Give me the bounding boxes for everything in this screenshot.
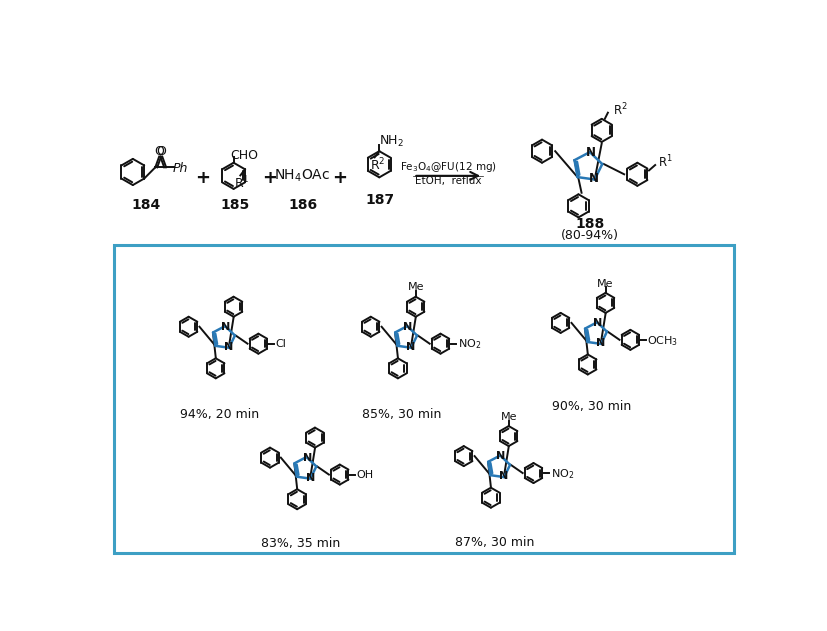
Text: Cl: Cl [275, 339, 286, 350]
Text: 188: 188 [576, 217, 605, 232]
Text: N: N [404, 322, 413, 332]
Text: NH$_2$: NH$_2$ [380, 134, 404, 150]
Text: N: N [406, 342, 416, 352]
Text: R$^2$: R$^2$ [370, 156, 385, 174]
Text: Me: Me [500, 412, 517, 422]
Text: EtOH,  reflux: EtOH, reflux [415, 176, 481, 186]
Text: Me: Me [597, 279, 614, 288]
Text: 94%, 20 min: 94%, 20 min [180, 408, 259, 421]
Text: R$^2$: R$^2$ [613, 102, 627, 118]
Text: NO$_2$: NO$_2$ [457, 338, 480, 351]
Text: 90%, 30 min: 90%, 30 min [552, 400, 631, 413]
Text: N: N [496, 451, 505, 461]
Text: R$^1$: R$^1$ [234, 175, 250, 191]
Text: NO$_2$: NO$_2$ [551, 467, 574, 481]
Text: Me: Me [408, 283, 424, 293]
Text: OH: OH [356, 470, 374, 480]
Text: +: + [195, 169, 210, 187]
Text: +: + [332, 169, 347, 187]
Text: N: N [589, 172, 599, 186]
Text: O: O [155, 146, 165, 158]
Text: N: N [500, 471, 509, 481]
Text: OCH$_3$: OCH$_3$ [648, 334, 679, 348]
Text: 185: 185 [221, 198, 250, 212]
Text: (80-94%): (80-94%) [561, 228, 619, 242]
Text: Fe$_3$O$_4$@FU(12 mg): Fe$_3$O$_4$@FU(12 mg) [399, 160, 497, 174]
Text: NH$_4$OAc: NH$_4$OAc [275, 168, 331, 184]
Bar [114, 245, 734, 553]
FancyArrowPatch shape [416, 172, 478, 180]
Text: 187: 187 [366, 194, 394, 208]
Text: N: N [593, 318, 603, 328]
Text: 87%, 30 min: 87%, 30 min [455, 536, 534, 549]
Text: N: N [222, 322, 231, 332]
Text: N: N [303, 453, 312, 463]
Text: Ph: Ph [172, 162, 188, 175]
Text: CHO: CHO [231, 148, 258, 162]
Text: N: N [596, 338, 605, 348]
Text: N: N [224, 342, 233, 352]
Text: +: + [261, 169, 277, 187]
Text: 85%, 30 min: 85%, 30 min [362, 408, 442, 421]
Text: N: N [306, 473, 315, 483]
Text: O: O [155, 146, 164, 158]
Text: 184: 184 [131, 198, 160, 212]
Text: 186: 186 [288, 198, 317, 212]
Text: 83%, 35 min: 83%, 35 min [261, 538, 341, 550]
Text: R$^1$: R$^1$ [658, 154, 673, 170]
Text: N: N [586, 146, 595, 160]
